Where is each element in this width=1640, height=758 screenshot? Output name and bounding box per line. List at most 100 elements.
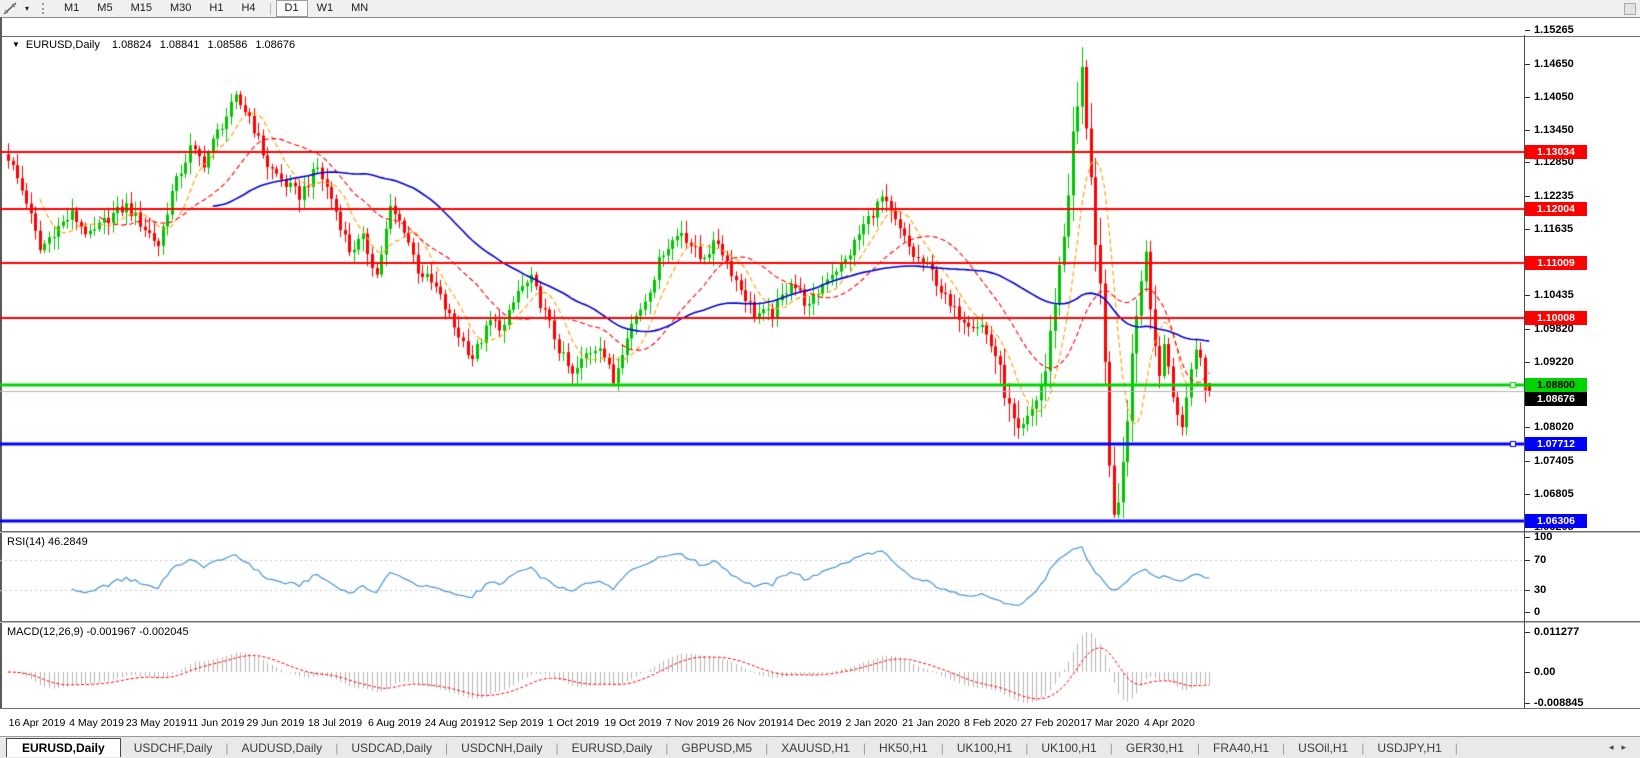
price-tick-label: 1.09820 [1525, 322, 1635, 336]
price-badge: 1.07712 [1525, 437, 1587, 452]
chart-tab-bar: EURUSD,Daily USDCHF,Daily | AUDUSD,Daily | US… [0, 736, 1640, 758]
date-axis[interactable]: 16 Apr 2019 4 May 2019 23 May 2019 11 Jun 2… [0, 709, 1640, 736]
date-tick-label: 29 Jun 2019 [246, 717, 305, 729]
chart-tab-xauusd-h1[interactable]: XAUUSD,H1 [781, 740, 850, 755]
price-tick-label: 1.15265 [1525, 23, 1635, 37]
chart-tab-uk100-h1[interactable]: UK100,H1 [956, 740, 1013, 755]
date-tick-label: 24 Aug 2019 [424, 717, 484, 729]
chart-tab-audusd-daily[interactable]: AUDUSD,Daily [241, 740, 323, 755]
chart-tab-usoil-h1[interactable]: USOil,H1 [1298, 740, 1349, 755]
toolbar: ▾ M1 M5 M15 M30 H1 H4 D1 W1 MN [0, 0, 1640, 18]
rsi-tick-label: 70 [1525, 553, 1635, 567]
date-tick-label: 19 Oct 2019 [604, 717, 662, 729]
pane-separator [0, 531, 1640, 532]
tab-divider: | [765, 740, 769, 755]
tab-divider: | [1282, 740, 1286, 755]
timeframe-buttons: M1 M5 M15 M30 H1 H4 D1 W1 MN [55, 0, 377, 17]
macd-indicator-canvas[interactable] [0, 624, 1524, 708]
date-tick-label: 4 May 2019 [69, 717, 125, 729]
rsi-label: RSI(14) 46.2849 [7, 536, 88, 548]
price-tick-label: 1.12850 [1525, 155, 1635, 169]
chart-tab-ger30-h1[interactable]: GER30,H1 [1125, 740, 1184, 755]
price-badge: 1.13034 [1525, 145, 1587, 160]
date-tick-label: 2 Jan 2020 [845, 717, 898, 729]
timeframe-button-m30[interactable]: M30 [169, 2, 192, 14]
price-tick-label: 1.10435 [1525, 288, 1635, 302]
rsi-indicator-canvas[interactable] [0, 533, 1524, 620]
toolbar-overflow-button[interactable] [1624, 3, 1636, 15]
pane-separator [0, 621, 1640, 622]
chart-tab-eurusd-daily[interactable]: EURUSD,Daily [571, 740, 653, 755]
price-tick-label: 1.11635 [1525, 222, 1635, 236]
timeframe-button-m1[interactable]: M1 [64, 2, 80, 14]
tab-scroll-arrows[interactable]: ◂▸ [1608, 742, 1634, 752]
pane-separator [0, 622, 1640, 623]
chart-tab-uk100-h1[interactable]: UK100,H1 [1041, 740, 1097, 755]
tab-divider: | [1025, 740, 1029, 755]
price-tick-label: 1.14050 [1525, 90, 1635, 104]
price-badge: 1.11009 [1525, 256, 1587, 271]
date-tick-label: 17 Mar 2020 [1080, 717, 1140, 729]
chart-tab-hk50-h1[interactable]: HK50,H1 [879, 740, 928, 755]
tab-divider: | [862, 740, 867, 755]
date-tick-label: 7 Nov 2019 [665, 717, 720, 729]
tab-divider: | [1196, 740, 1201, 755]
rsi-tick-label: 30 [1525, 583, 1635, 597]
macd-label: MACD(12,26,9) -0.001967 -0.002045 [7, 626, 189, 638]
toolbar-separator [269, 2, 271, 15]
date-tick-label: 1 Oct 2019 [547, 717, 600, 729]
chart-tab-usdcnh-daily[interactable]: USDCNH,Daily [461, 740, 543, 755]
date-tick-label: 23 May 2019 [125, 717, 187, 729]
price-badge: 1.08676 [1525, 391, 1587, 406]
chart-tab-eurusd-daily[interactable]: EURUSD,Daily [6, 738, 121, 757]
price-tick-label: 1.12235 [1525, 189, 1635, 203]
price-axis-border [1524, 35, 1525, 708]
chart-tab-usdchf-daily[interactable]: USDCHF,Daily [133, 740, 213, 755]
timeframe-button-d1[interactable]: D1 [275, 0, 308, 17]
date-tick-label: 11 Jun 2019 [187, 717, 245, 729]
price-tick-label: 1.08020 [1525, 420, 1635, 434]
tab-divider: | [1454, 740, 1458, 755]
tab-divider: | [665, 740, 669, 755]
timeframe-button-w1[interactable]: W1 [316, 2, 334, 14]
timeframe-button-m15[interactable]: M15 [130, 2, 152, 14]
price-chart-canvas[interactable] [0, 36, 1524, 531]
price-tick-label: 1.13450 [1525, 123, 1635, 137]
timeframe-button-h1[interactable]: H1 [209, 2, 224, 14]
price-badge: 1.08800 [1525, 377, 1587, 392]
chart-tab-fra40-h1[interactable]: FRA40,H1 [1213, 740, 1270, 755]
date-tick-label: 8 Feb 2020 [964, 717, 1018, 729]
date-tick-label: 21 Jan 2020 [902, 717, 960, 729]
price-badge: 1.10008 [1525, 311, 1587, 326]
pane-separator [0, 708, 1640, 709]
price-badge: 1.06306 [1525, 514, 1587, 529]
toolbar-grip[interactable] [42, 3, 49, 14]
chart-tab-usdcad-daily[interactable]: USDCAD,Daily [351, 740, 432, 755]
date-tick-label: 27 Feb 2020 [1020, 717, 1080, 729]
tab-divider: | [225, 740, 229, 755]
date-tick-label: 6 Aug 2019 [368, 717, 422, 729]
date-tick-label: 26 Nov 2019 [722, 717, 782, 729]
date-tick-label: 18 Jul 2019 [307, 717, 363, 729]
dropdown-caret-icon[interactable]: ▾ [24, 4, 29, 13]
date-tick-label: 4 Apr 2020 [1143, 717, 1195, 729]
timeframe-button-m5[interactable]: M5 [97, 2, 113, 14]
chart-tab-usdjpy-h1[interactable]: USDJPY,H1 [1377, 740, 1442, 755]
tab-divider: | [940, 740, 944, 755]
pane-separator [0, 532, 1640, 533]
timeframe-button-h4[interactable]: H4 [241, 2, 256, 14]
price-tick-label: 1.07405 [1525, 454, 1635, 468]
macd-tick-label: -0.008845 [1525, 696, 1635, 710]
tab-divider: | [445, 740, 449, 755]
tab-divider: | [1361, 740, 1365, 755]
chart-tab-gbpusd-m5[interactable]: GBPUSD,M5 [681, 740, 753, 755]
timeframe-button-mn[interactable]: MN [351, 2, 369, 14]
rsi-tick-label: 100 [1525, 530, 1635, 544]
price-tick-label: 1.09220 [1525, 355, 1635, 369]
price-badge: 1.12004 [1525, 201, 1587, 216]
tab-divider: | [335, 740, 339, 755]
macd-tick-label: 0.011277 [1525, 625, 1635, 639]
line-studies-icon[interactable] [0, 1, 20, 16]
tab-divider: | [555, 740, 559, 755]
price-tick-label: 1.06805 [1525, 487, 1635, 501]
